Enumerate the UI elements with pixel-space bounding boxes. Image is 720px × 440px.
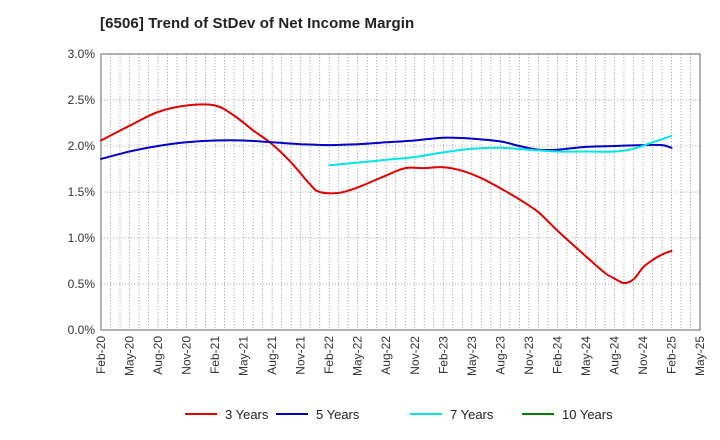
series-line-7-years [328, 134, 673, 167]
y-tick-label: 2.5% [68, 93, 96, 107]
series-line-3-years [100, 103, 673, 285]
y-tick-label: 0.0% [68, 323, 96, 337]
x-tick-label: May-24 [579, 336, 593, 376]
legend-label: 10 Years [562, 407, 613, 422]
x-tick-label: May-25 [693, 336, 707, 376]
x-tick-label: May-20 [123, 336, 137, 376]
x-tick-label: Feb-20 [94, 336, 108, 374]
y-tick-label: 1.5% [68, 185, 96, 199]
x-tick-label: Nov-24 [636, 336, 650, 375]
x-tick-label: May-21 [237, 336, 251, 376]
x-tick-label: Aug-24 [607, 336, 621, 375]
x-tick-label: Feb-24 [550, 336, 564, 374]
x-tick-label: Nov-20 [180, 336, 194, 375]
series-line-5-years [100, 136, 673, 160]
plot-area [100, 53, 701, 331]
x-tick-label: May-22 [351, 336, 365, 376]
x-tick-label: Aug-20 [151, 336, 165, 375]
x-tick-label: Nov-23 [522, 336, 536, 375]
legend-label: 7 Years [450, 407, 494, 422]
x-tick-label: May-23 [465, 336, 479, 376]
y-tick-label: 2.0% [68, 139, 96, 153]
x-tick-label: Nov-22 [408, 336, 422, 375]
x-tick-label: Aug-21 [265, 336, 279, 375]
y-tick-label: 0.5% [68, 277, 96, 291]
chart-title: [6506] Trend of StDev of Net Income Marg… [100, 15, 415, 32]
x-tick-label: Aug-23 [493, 336, 507, 375]
legend-label: 5 Years [316, 407, 360, 422]
x-tick-label: Feb-23 [436, 336, 450, 374]
legend-label: 3 Years [225, 407, 269, 422]
x-tick-label: Feb-25 [664, 336, 678, 374]
x-tick-label: Nov-21 [294, 336, 308, 375]
y-tick-label: 1.0% [68, 231, 96, 245]
x-tick-label: Feb-22 [322, 336, 336, 374]
x-tick-label: Feb-21 [208, 336, 222, 374]
x-tick-label: Aug-22 [379, 336, 393, 375]
y-tick-label: 3.0% [68, 47, 96, 61]
